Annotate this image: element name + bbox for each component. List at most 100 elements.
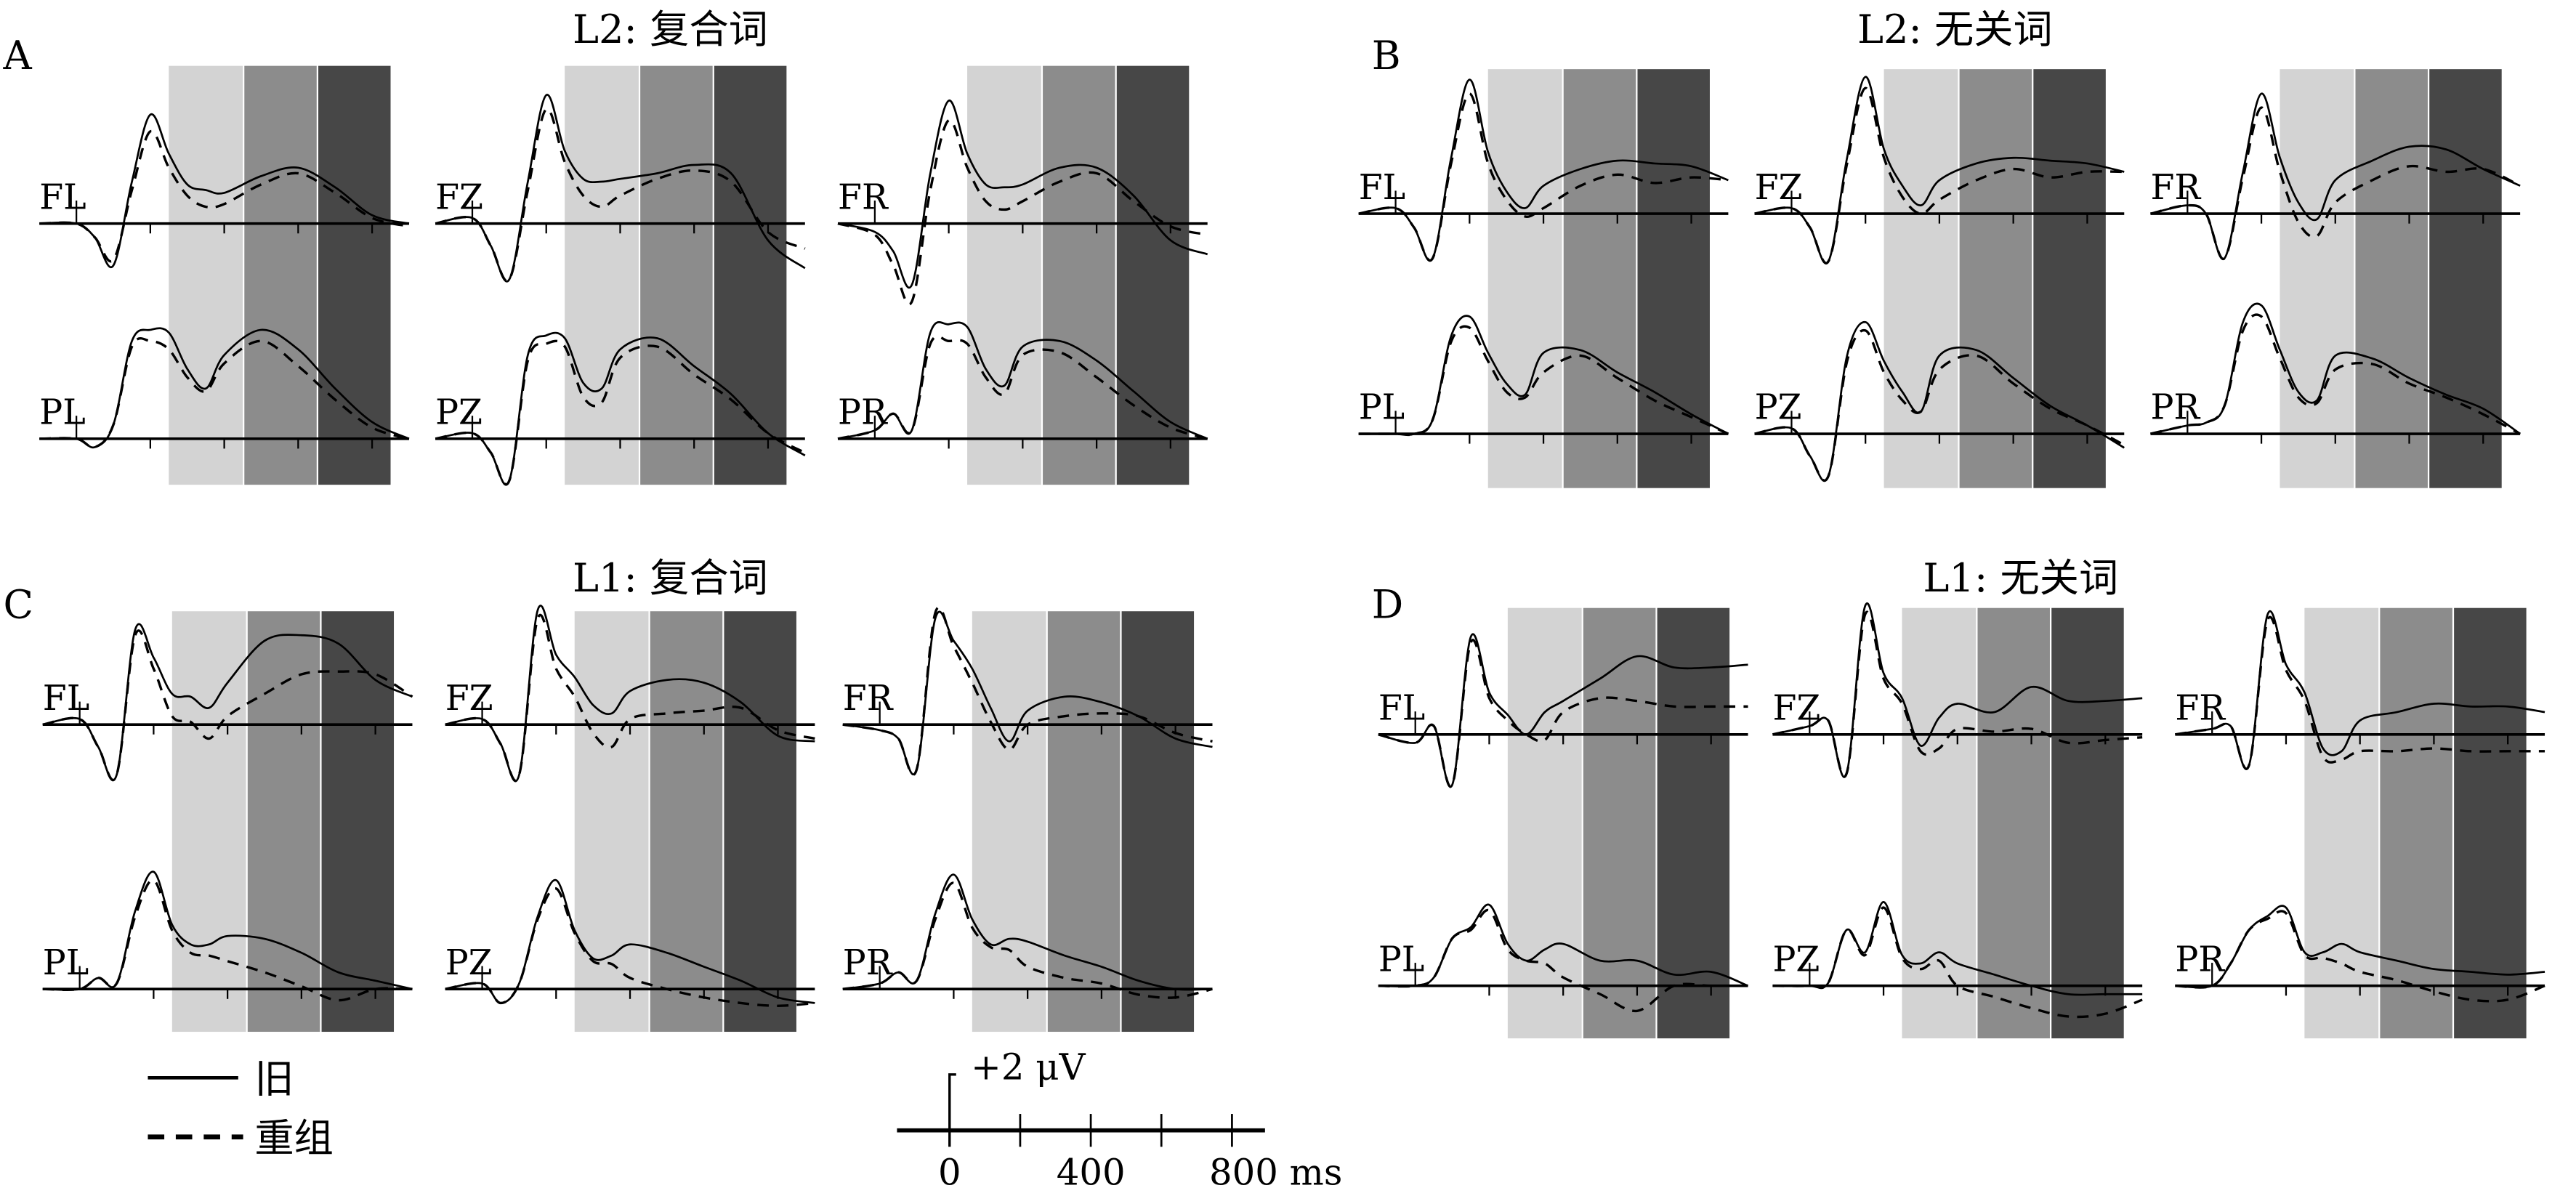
waveform-recombined [445,887,815,1007]
electrode-fz: FZ [1754,76,2125,264]
electrode-label: FL [1359,168,1405,208]
electrode-fl: FL [1358,78,1729,262]
time-window-250-450 [1902,607,1977,1039]
time-window-450-650 [1583,607,1656,1039]
waveform-old [837,321,1208,440]
electrode-pl: PL [1378,903,1749,1013]
time-window-650-850 [321,611,395,1033]
waveform-old [2175,905,2545,989]
waveform-old [42,870,413,991]
electrode-label: PZ [445,943,493,983]
electrode-label: PR [843,943,893,983]
time-window-250-450 [2304,607,2379,1039]
electrode-label: FZ [1755,168,1803,208]
electrode-label: FZ [1772,688,1820,728]
panel-title: L2: 无关词 [1857,7,2053,52]
time-window-250-450 [1883,69,1958,488]
electrode-label: PZ [435,393,483,433]
panel-title: L2: 复合词 [573,7,768,52]
time-window-250-450 [574,611,649,1033]
time-window-250-450 [972,611,1046,1033]
panel-letter: C [4,581,34,627]
scale-bar-tick-label-0: 0 [938,1151,961,1188]
waveform-old [842,610,1213,776]
time-window-450-650 [1959,69,2032,488]
time-window-250-450 [1507,607,1582,1039]
waveform-old [1754,320,2125,482]
waveform-old [2175,610,2545,770]
scale-bar: +2 μV 0 400 800 ms [897,1046,1342,1188]
waveform-old [842,873,1213,991]
electrode-fl: FL [42,623,413,782]
waveform-old [445,605,815,783]
panel-d: L1: 无关词 D FL FZ FR PL PZ PR [1372,555,2545,1039]
panel-b: L2: 无关词 B FL FZ FR PL PZ PR [1358,7,2521,488]
electrode-label: PR [2150,388,2200,428]
time-window-450-650 [244,65,317,485]
time-window-650-850 [2429,69,2502,488]
waveform-old [837,100,1208,288]
scale-bar-amplitude-label: +2 μV [971,1046,1086,1088]
electrode-pr: PR [837,321,1208,449]
electrode-label: PZ [1755,388,1802,428]
electrode-label: PL [39,393,85,433]
electrode-fz: FZ [1772,602,2143,778]
waveform-old [1754,76,2125,264]
waveform-old [39,327,410,449]
electrode-fz: FZ [435,94,806,283]
waveform-old [445,878,815,1004]
panels: L2: 复合词 A FL FZ FR PL PZ PR L2: 无关词 B FL FZ FR PL PZ PR… [3,7,2545,1039]
time-window-450-650 [1043,65,1115,485]
time-window-450-650 [1977,607,2050,1039]
electrode-label: PL [1378,940,1424,979]
legend: 旧 重组 [148,1056,334,1161]
waveform-old [1378,633,1748,788]
time-window-650-850 [2033,69,2106,488]
electrode-label: PR [838,393,888,433]
electrode-label: PZ [1772,940,1820,979]
time-window-450-650 [2380,607,2452,1039]
legend-label-recombined: 重组 [254,1115,334,1161]
electrode-pz: PZ [445,878,815,1007]
time-window-650-850 [1657,607,1730,1039]
electrode-fl: FL [39,113,410,269]
time-window-650-850 [1637,69,1710,488]
waveform-old [435,331,806,486]
waveform-old [1358,78,1729,262]
waveform-recombined [445,613,815,783]
panel-title: L1: 无关词 [1923,555,2118,601]
waveform-old [42,623,413,782]
waveform-recombined [837,118,1208,306]
panel-letter: B [1372,33,1401,78]
electrode-label: FL [1378,688,1425,728]
scale-bar-tick-label-800: 800 ms [1209,1151,1342,1188]
waveform-recombined [39,130,410,263]
electrode-pz: PZ [1754,320,2125,482]
electrode-pl: PL [1359,315,1729,444]
electrode-pl: PL [39,327,410,449]
scale-bar-amplitude [948,1073,956,1147]
electrode-label: FR [843,679,894,719]
scale-bar-ticks [1019,1114,1233,1147]
electrode-label: FZ [435,177,483,217]
electrode-label: FZ [445,679,493,719]
electrode-pz: PZ [435,331,806,486]
time-window-650-850 [724,611,796,1033]
time-window-250-450 [169,65,243,485]
time-window-650-850 [1121,611,1195,1033]
electrode-label: FL [39,177,86,217]
time-window-650-850 [714,65,787,485]
waveform-recombined [435,108,806,283]
time-window-650-850 [2051,607,2124,1039]
waveform-recombined [837,335,1208,440]
panel-a: L2: 复合词 A FL FZ FR PL PZ PR [3,7,1208,486]
waveform-old [2150,302,2521,435]
waveform-recombined [1378,639,1748,788]
electrode-fr: FR [2150,92,2521,260]
waveform-recombined [2175,910,2545,1003]
waveform-old [1772,901,2143,996]
panel-letter: D [1372,581,1403,627]
electrode-fr: FR [2175,610,2545,770]
electrode-pz: PZ [1772,901,2143,1019]
